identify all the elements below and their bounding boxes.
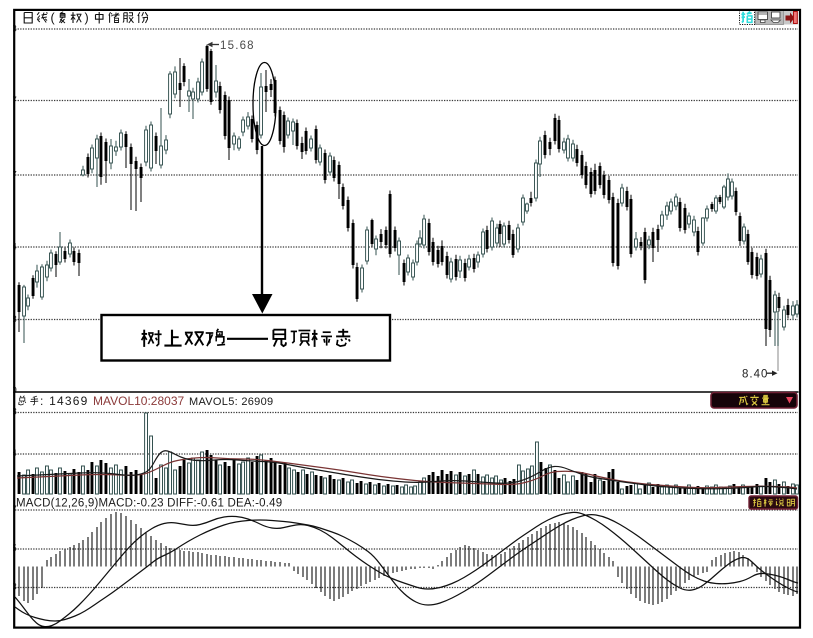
svg-text:): )	[85, 11, 89, 25]
svg-text:8.40: 8.40	[742, 369, 768, 381]
svg-text:15.68: 15.68	[220, 40, 255, 52]
svg-text:MACD(12,26,9)MACD:-0.23 DIFF:-: MACD(12,26,9)MACD:-0.23 DIFF:-0.61 DEA:-…	[16, 498, 282, 510]
svg-text:(: (	[51, 11, 56, 25]
svg-text:MAVOL10:28037: MAVOL10:28037	[93, 394, 184, 408]
svg-text:MAVOL5: 26909: MAVOL5: 26909	[189, 396, 273, 408]
svg-text:: 14369: : 14369	[40, 394, 88, 408]
